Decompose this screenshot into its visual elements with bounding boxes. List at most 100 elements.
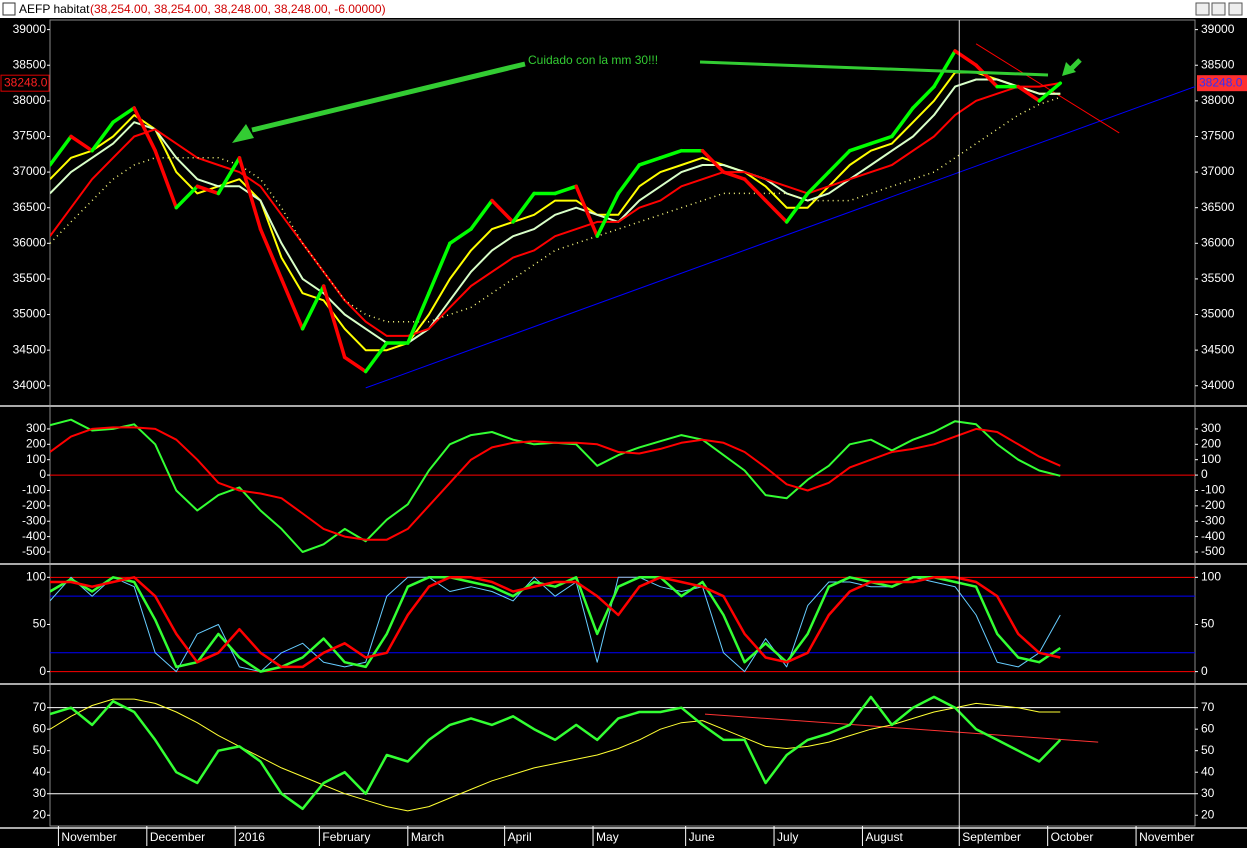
x-tick-label: March	[411, 830, 444, 844]
y-tick-label: 20	[1201, 807, 1215, 821]
price-segment	[153, 148, 179, 210]
y-tick-label: 34500	[1201, 342, 1235, 356]
plot-frame	[49, 19, 1196, 827]
annotation: Cuidado con la mm 30!!!	[528, 53, 658, 67]
x-tick-label: November	[61, 830, 116, 844]
price-segment	[216, 156, 242, 196]
y-tick-label: 38000	[1201, 93, 1235, 107]
price-segment	[805, 170, 831, 196]
y-tick-label: 0	[1201, 467, 1208, 481]
last-price-label: 38248.0	[4, 75, 48, 89]
price-segment	[300, 284, 326, 331]
x-tick-label: December	[150, 830, 205, 844]
y-tick-label: -400	[1201, 529, 1225, 543]
y-tick-label: 50	[1201, 743, 1215, 757]
y-tick-label: 100	[1201, 569, 1221, 583]
y-tick-label: 200	[1201, 436, 1221, 450]
trendline	[704, 713, 1099, 743]
y-tick-label: 39000	[13, 22, 47, 36]
x-tick-label: April	[508, 830, 532, 844]
series-line	[50, 426, 1061, 541]
close-button[interactable]	[1228, 2, 1243, 16]
y-tick-label: 36000	[13, 235, 47, 249]
price-segment	[827, 148, 852, 174]
y-tick-label: 38000	[13, 93, 47, 107]
x-tick-label: February	[322, 830, 370, 844]
price-segment	[237, 156, 263, 231]
price-segment	[111, 106, 136, 124]
y-tick-label: 34500	[13, 342, 47, 356]
price-segment	[1037, 81, 1063, 103]
y-tick-label: 30	[33, 786, 47, 800]
price-segment	[469, 198, 494, 231]
x-tick-label: October	[1051, 830, 1094, 844]
annotation-arrow	[251, 61, 526, 133]
price-segment	[69, 134, 94, 153]
y-tick-label: 35500	[13, 271, 47, 285]
x-tick-label: November	[1139, 830, 1194, 844]
y-tick-label: 100	[26, 569, 46, 583]
y-tick-label: -200	[1201, 498, 1225, 512]
y-tick-label: 34000	[13, 378, 47, 392]
title-bar	[0, 0, 1247, 18]
price-segment	[174, 184, 200, 210]
series-line	[50, 96, 1061, 323]
price-segment	[974, 63, 999, 89]
price-segment	[363, 341, 389, 374]
y-tick-label: 35000	[13, 307, 47, 321]
x-tick-label: May	[596, 830, 619, 844]
y-tick-label: -100	[1201, 483, 1225, 497]
price-segment	[763, 198, 789, 224]
price-segment	[90, 120, 115, 153]
panel	[50, 43, 1195, 389]
y-tick-label: 60	[33, 721, 47, 735]
price-segment	[195, 184, 221, 196]
price-segment	[490, 198, 515, 224]
window-title: AEFP habitat	[19, 2, 90, 16]
price-segment	[406, 291, 431, 345]
y-tick-label: 37500	[1201, 129, 1235, 143]
price-segment	[742, 177, 768, 203]
price-segment	[574, 184, 599, 238]
window-icon	[2, 2, 16, 16]
y-tick-label: 300	[26, 421, 46, 435]
y-tick-label: 37000	[1201, 164, 1235, 178]
y-tick-label: -300	[1201, 513, 1225, 527]
y-tick-label: 200	[26, 436, 46, 450]
panel	[50, 576, 1195, 673]
arrow-head	[232, 124, 254, 143]
y-tick-label: 37500	[13, 129, 47, 143]
price-segment	[869, 134, 894, 146]
price-segment	[637, 156, 663, 167]
minimize-button[interactable]	[1195, 2, 1210, 16]
last-price-label: 38248.0	[1199, 75, 1243, 89]
trendline	[975, 43, 1120, 134]
y-tick-label: -300	[22, 513, 46, 527]
maximize-button[interactable]	[1211, 2, 1226, 16]
x-tick-label: August	[865, 830, 903, 844]
y-tick-label: -500	[22, 544, 46, 558]
price-segment	[700, 148, 726, 174]
y-tick-label: 40	[1201, 764, 1215, 778]
y-tick-label: 70	[1201, 700, 1215, 714]
y-tick-label: 100	[26, 452, 46, 466]
y-tick-label: 39000	[1201, 22, 1235, 36]
price-segment	[658, 148, 684, 160]
panel	[50, 418, 1195, 553]
price-segment	[595, 191, 621, 238]
price-segment	[932, 49, 957, 89]
ohlc-values: (38,254.00, 38,254.00, 38,248.00, 38,248…	[90, 2, 386, 16]
y-tick-label: 36000	[1201, 235, 1235, 249]
y-tick-label: 30	[1201, 786, 1215, 800]
price-segment	[427, 241, 452, 295]
price-segment	[132, 106, 157, 153]
y-tick-label: 34000	[1201, 378, 1235, 392]
y-tick-label: 35500	[1201, 271, 1235, 285]
price-segment	[258, 227, 284, 281]
y-tick-label: 35000	[1201, 307, 1235, 321]
series-line	[50, 78, 1061, 344]
y-tick-label: 38500	[1201, 57, 1235, 71]
